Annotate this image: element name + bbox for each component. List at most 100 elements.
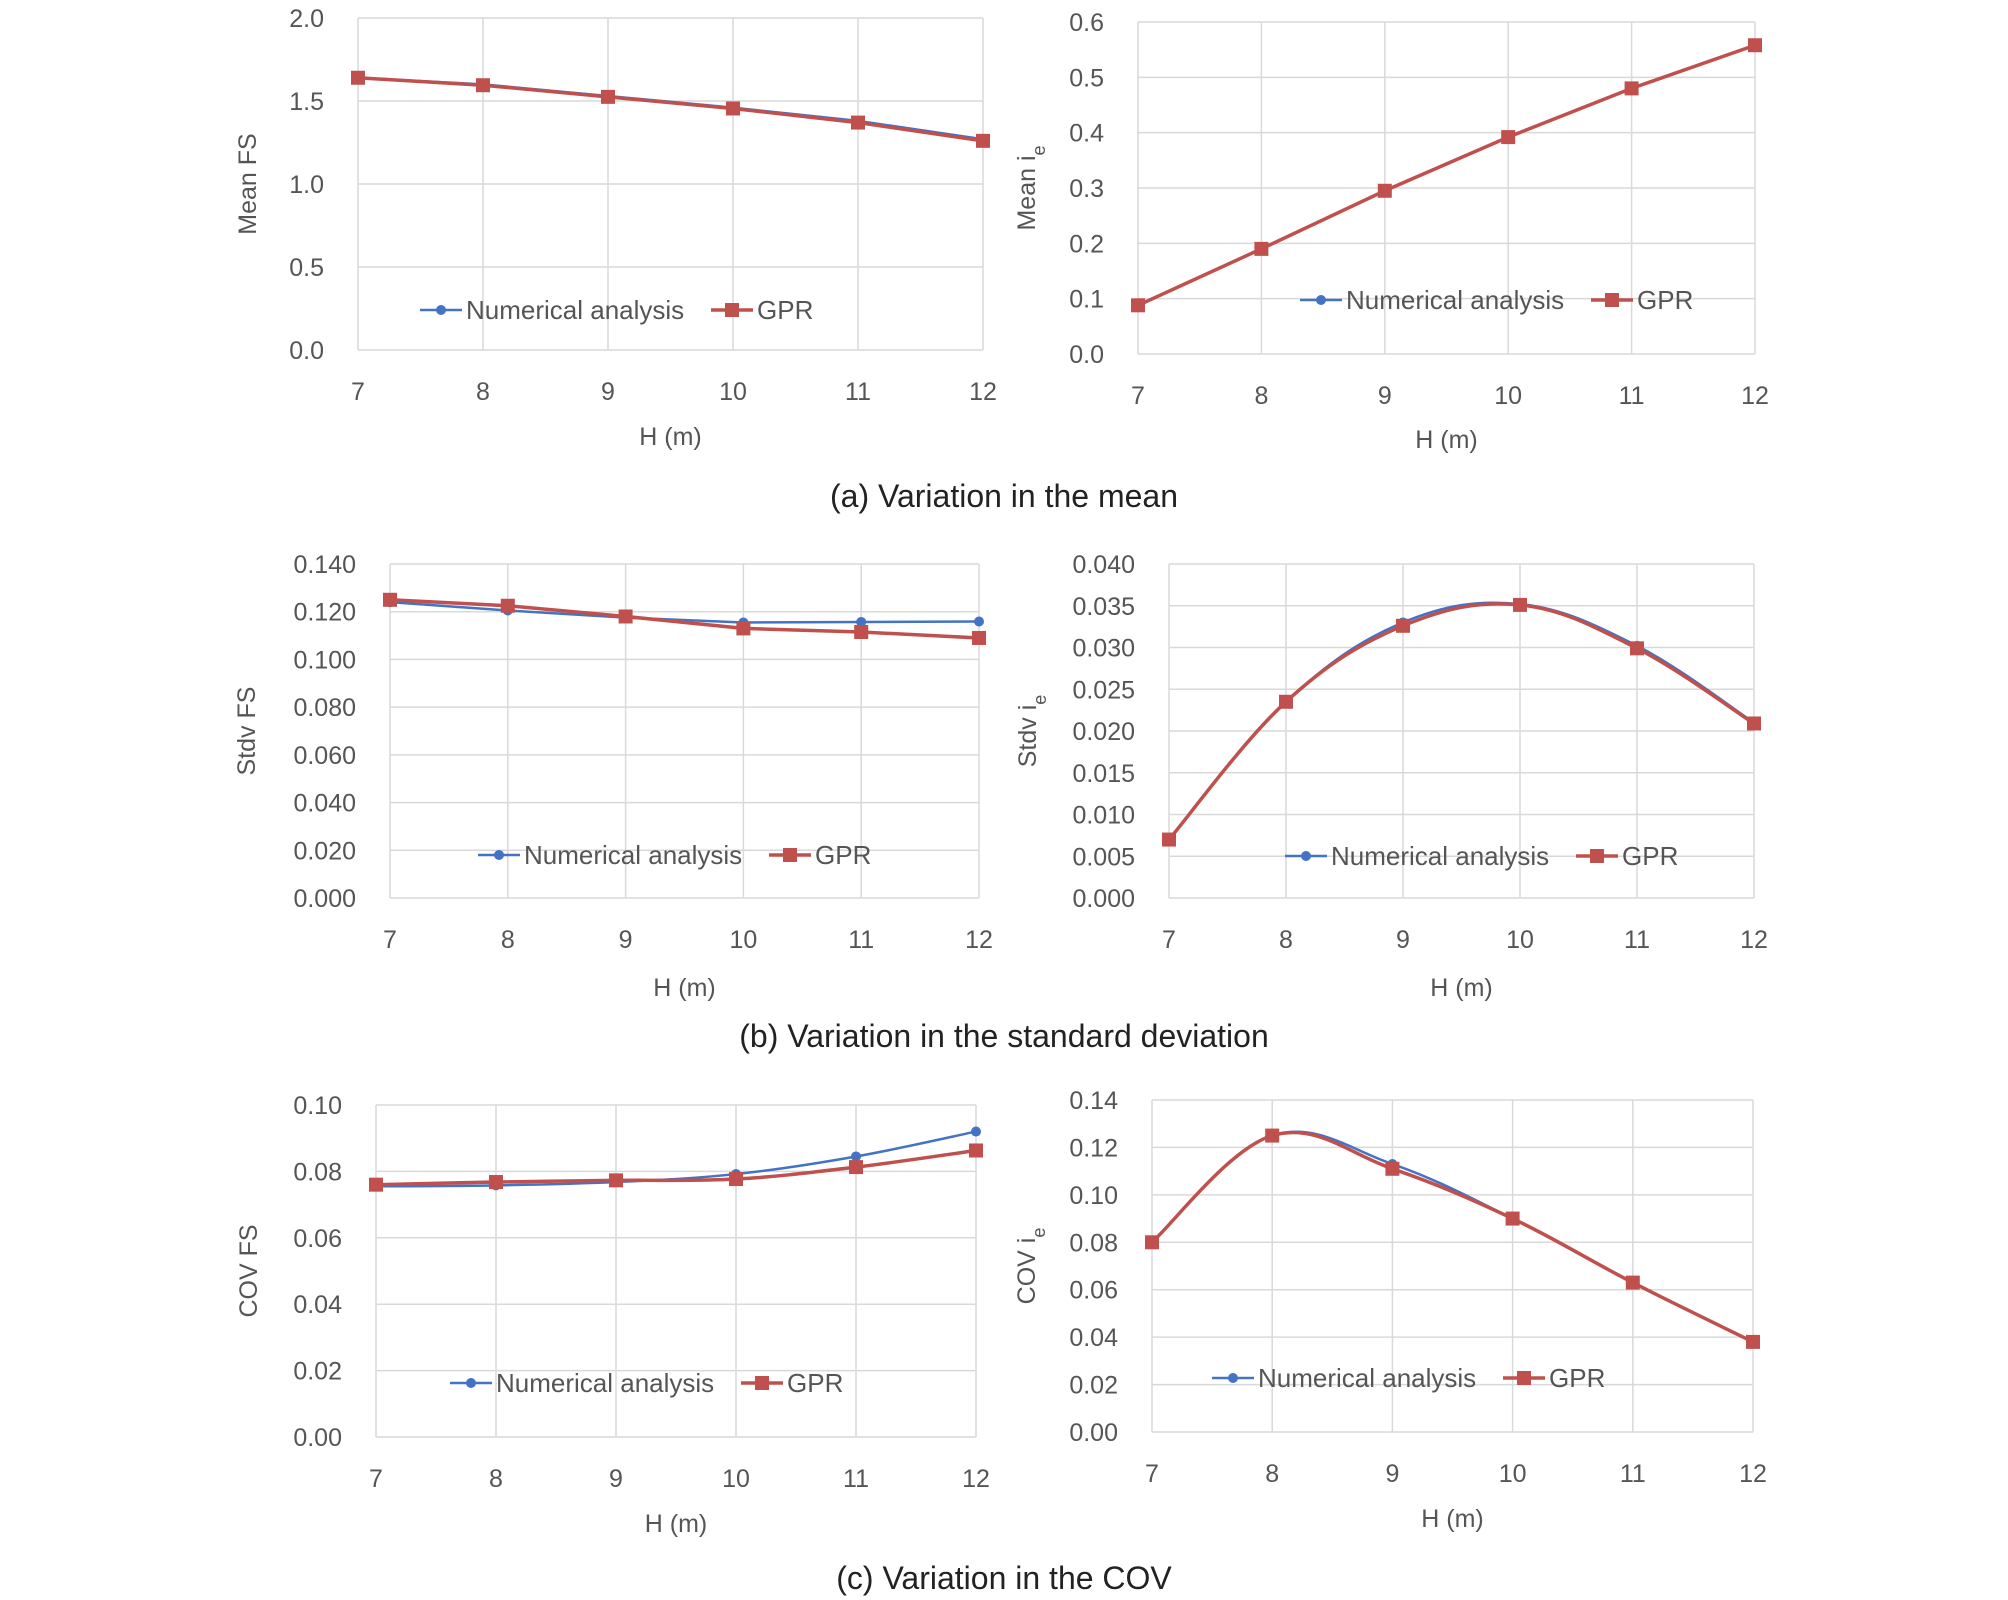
- caption-a: (a) Variation in the mean: [829, 478, 1179, 514]
- legend-label-gpr: GPR: [757, 295, 813, 325]
- x-tick-label: 9: [1385, 1460, 1399, 1488]
- x-tick-label: 8: [1254, 382, 1268, 410]
- x-tick-label: 8: [501, 926, 515, 954]
- x-axis-label: H (m): [1421, 1505, 1483, 1533]
- data-point-gpr: [351, 70, 365, 85]
- data-point-gpr: [1625, 1275, 1640, 1290]
- y-tick-label: 0.015: [1072, 760, 1135, 788]
- y-axis-label: Mean FS: [234, 133, 262, 234]
- x-tick-label: 10: [1506, 926, 1534, 954]
- data-point-gpr: [851, 115, 865, 130]
- chart-stdv-ie: 0.000 0.005 0.010 0.015 0.020 0.025 0.030 0.035…: [1014, 551, 1768, 1002]
- x-axis-label: H (m): [653, 974, 715, 1002]
- y-tick-label: 0.040: [293, 790, 356, 818]
- x-tick-label: 12: [1740, 926, 1768, 954]
- legend-label-numerical: Numerical analysis: [524, 840, 742, 870]
- y-tick-label: 0.10: [293, 1092, 342, 1120]
- data-point-gpr: [1162, 832, 1176, 847]
- x-tick-label: 8: [489, 1465, 503, 1493]
- legend-marker-numerical: [1228, 1373, 1238, 1383]
- x-tick-label: 7: [1131, 382, 1145, 410]
- x-tick-label: 7: [383, 926, 397, 954]
- y-tick-label: 0.04: [1069, 1324, 1118, 1352]
- x-axis-label: H (m): [1415, 426, 1477, 454]
- legend-label-numerical: Numerical analysis: [496, 1368, 714, 1398]
- data-point-gpr: [972, 630, 986, 645]
- x-axis-label: H (m): [639, 423, 701, 451]
- data-point-gpr: [369, 1177, 383, 1192]
- x-tick-label: 12: [969, 378, 997, 406]
- y-tick-label: 0.5: [289, 254, 324, 282]
- data-point-gpr: [854, 624, 869, 639]
- y-tick-label: 0.08: [1069, 1229, 1118, 1257]
- y-tick-label: 0.1: [1069, 286, 1104, 314]
- x-tick-label: 9: [619, 926, 633, 954]
- x-tick-label: 10: [1499, 1460, 1527, 1488]
- y-tick-label: 0.00: [293, 1424, 342, 1452]
- y-axis-label: COV FS: [235, 1224, 263, 1317]
- series-line-gpr: [375, 1148, 977, 1187]
- series-line-numerical: [375, 1130, 977, 1188]
- x-tick-label: 10: [1494, 382, 1522, 410]
- legend-marker-gpr: [755, 1376, 769, 1390]
- x-tick-label: 9: [1396, 926, 1410, 954]
- data-point-gpr: [1265, 1128, 1280, 1143]
- data-point-gpr: [1624, 81, 1639, 96]
- x-axis-label: H (m): [645, 1510, 707, 1538]
- data-point-gpr: [849, 1160, 863, 1175]
- data-point-gpr: [1377, 183, 1392, 198]
- x-tick-label: 7: [1162, 926, 1176, 954]
- data-point-gpr: [726, 101, 740, 116]
- legend-marker-gpr: [1605, 293, 1619, 307]
- y-tick-label: 0.02: [293, 1358, 342, 1386]
- x-tick-label: 7: [369, 1465, 383, 1493]
- x-tick-label: 10: [729, 926, 757, 954]
- data-point-gpr: [476, 78, 490, 93]
- y-tick-label: 0.000: [1072, 885, 1135, 913]
- y-tick-label: 0.005: [1072, 843, 1135, 871]
- x-tick-label: 12: [965, 926, 993, 954]
- y-tick-label: 0.4: [1069, 120, 1104, 148]
- x-tick-label: 10: [719, 378, 747, 406]
- chart-stdv-fs: 0.000 0.020 0.040 0.060 0.080 0.100 0.120 0.140…: [233, 551, 993, 1002]
- data-point-gpr: [1746, 1334, 1760, 1349]
- x-tick-label: 7: [351, 378, 365, 406]
- data-point-gpr: [976, 133, 990, 148]
- y-tick-label: 0.020: [293, 837, 356, 865]
- series-line-numerical: [1168, 601, 1755, 841]
- legend-label-gpr: GPR: [1637, 285, 1693, 315]
- x-tick-label: 11: [848, 926, 874, 954]
- y-tick-label: 0.02: [1069, 1372, 1118, 1400]
- x-tick-label: 11: [1619, 382, 1645, 410]
- y-tick-label: 0.080: [293, 694, 356, 722]
- y-axis-label-subscript: e: [1030, 695, 1050, 705]
- data-point-numerical: [856, 616, 867, 627]
- legend-label-numerical: Numerical analysis: [466, 295, 684, 325]
- y-tick-label: 0.06: [1069, 1277, 1118, 1305]
- data-point-gpr: [609, 1173, 623, 1188]
- y-tick-label: 0.2: [1069, 230, 1104, 258]
- legend-label-numerical: Numerical analysis: [1258, 1363, 1476, 1393]
- y-tick-label: 0.08: [293, 1158, 342, 1186]
- legend-label-numerical: Numerical analysis: [1331, 841, 1549, 871]
- y-tick-label: 0.040: [1072, 551, 1135, 579]
- legend-label-numerical: Numerical analysis: [1346, 285, 1564, 315]
- x-tick-label: 8: [476, 378, 490, 406]
- y-tick-label: 0.14: [1069, 1087, 1118, 1115]
- caption-c: (c) Variation in the COV: [836, 1560, 1172, 1596]
- data-point-gpr: [1747, 716, 1761, 731]
- data-point-gpr: [1279, 694, 1293, 709]
- x-tick-label: 8: [1265, 1460, 1279, 1488]
- x-tick-label: 7: [1145, 1460, 1159, 1488]
- data-point-gpr: [1131, 298, 1145, 313]
- data-point-gpr: [1501, 130, 1516, 145]
- x-tick-label: 9: [601, 378, 615, 406]
- series-line-gpr: [1137, 43, 1756, 307]
- x-tick-label: 11: [1620, 1460, 1646, 1488]
- y-tick-label: 0.025: [1072, 676, 1135, 704]
- y-tick-label: 0.035: [1072, 593, 1135, 621]
- data-point-gpr: [601, 89, 615, 104]
- y-tick-label: 0.010: [1072, 802, 1135, 830]
- legend-marker-gpr: [783, 848, 797, 862]
